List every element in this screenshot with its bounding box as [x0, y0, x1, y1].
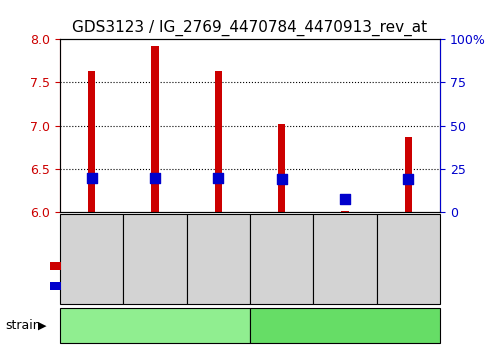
Bar [250, 214, 314, 304]
Text: percentile rank within the sample: percentile rank within the sample [65, 281, 253, 291]
Bar [341, 211, 349, 212]
Text: rpoS mutant: rpoS mutant [306, 319, 384, 332]
Text: GSM247613: GSM247613 [212, 221, 225, 297]
Text: GSM247614: GSM247614 [275, 221, 288, 297]
Bar [404, 137, 412, 212]
Bar [124, 214, 186, 304]
Bar [88, 71, 96, 212]
Bar [214, 71, 222, 212]
Bar [50, 262, 61, 270]
Bar [60, 214, 124, 304]
Bar [60, 308, 250, 343]
Text: GSM247615: GSM247615 [338, 221, 351, 297]
Point [341, 196, 349, 201]
Bar [376, 214, 440, 304]
Title: GDS3123 / IG_2769_4470784_4470913_rev_at: GDS3123 / IG_2769_4470784_4470913_rev_at [72, 20, 428, 36]
Text: GSM247616: GSM247616 [402, 221, 415, 297]
Bar [186, 214, 250, 304]
Point [88, 175, 96, 181]
Bar [50, 282, 61, 290]
Point [404, 177, 412, 182]
Text: GSM247612: GSM247612 [148, 221, 162, 297]
Point [278, 177, 285, 182]
Text: strain: strain [5, 319, 41, 332]
Bar [314, 214, 376, 304]
Bar [250, 308, 440, 343]
Text: transformed count: transformed count [65, 262, 169, 272]
Text: GSM247608: GSM247608 [85, 221, 98, 297]
Bar [278, 124, 285, 212]
Point [151, 175, 159, 181]
Text: wild type: wild type [126, 319, 184, 332]
Point [214, 175, 222, 181]
Text: ▶: ▶ [38, 321, 46, 331]
Bar [151, 46, 159, 212]
